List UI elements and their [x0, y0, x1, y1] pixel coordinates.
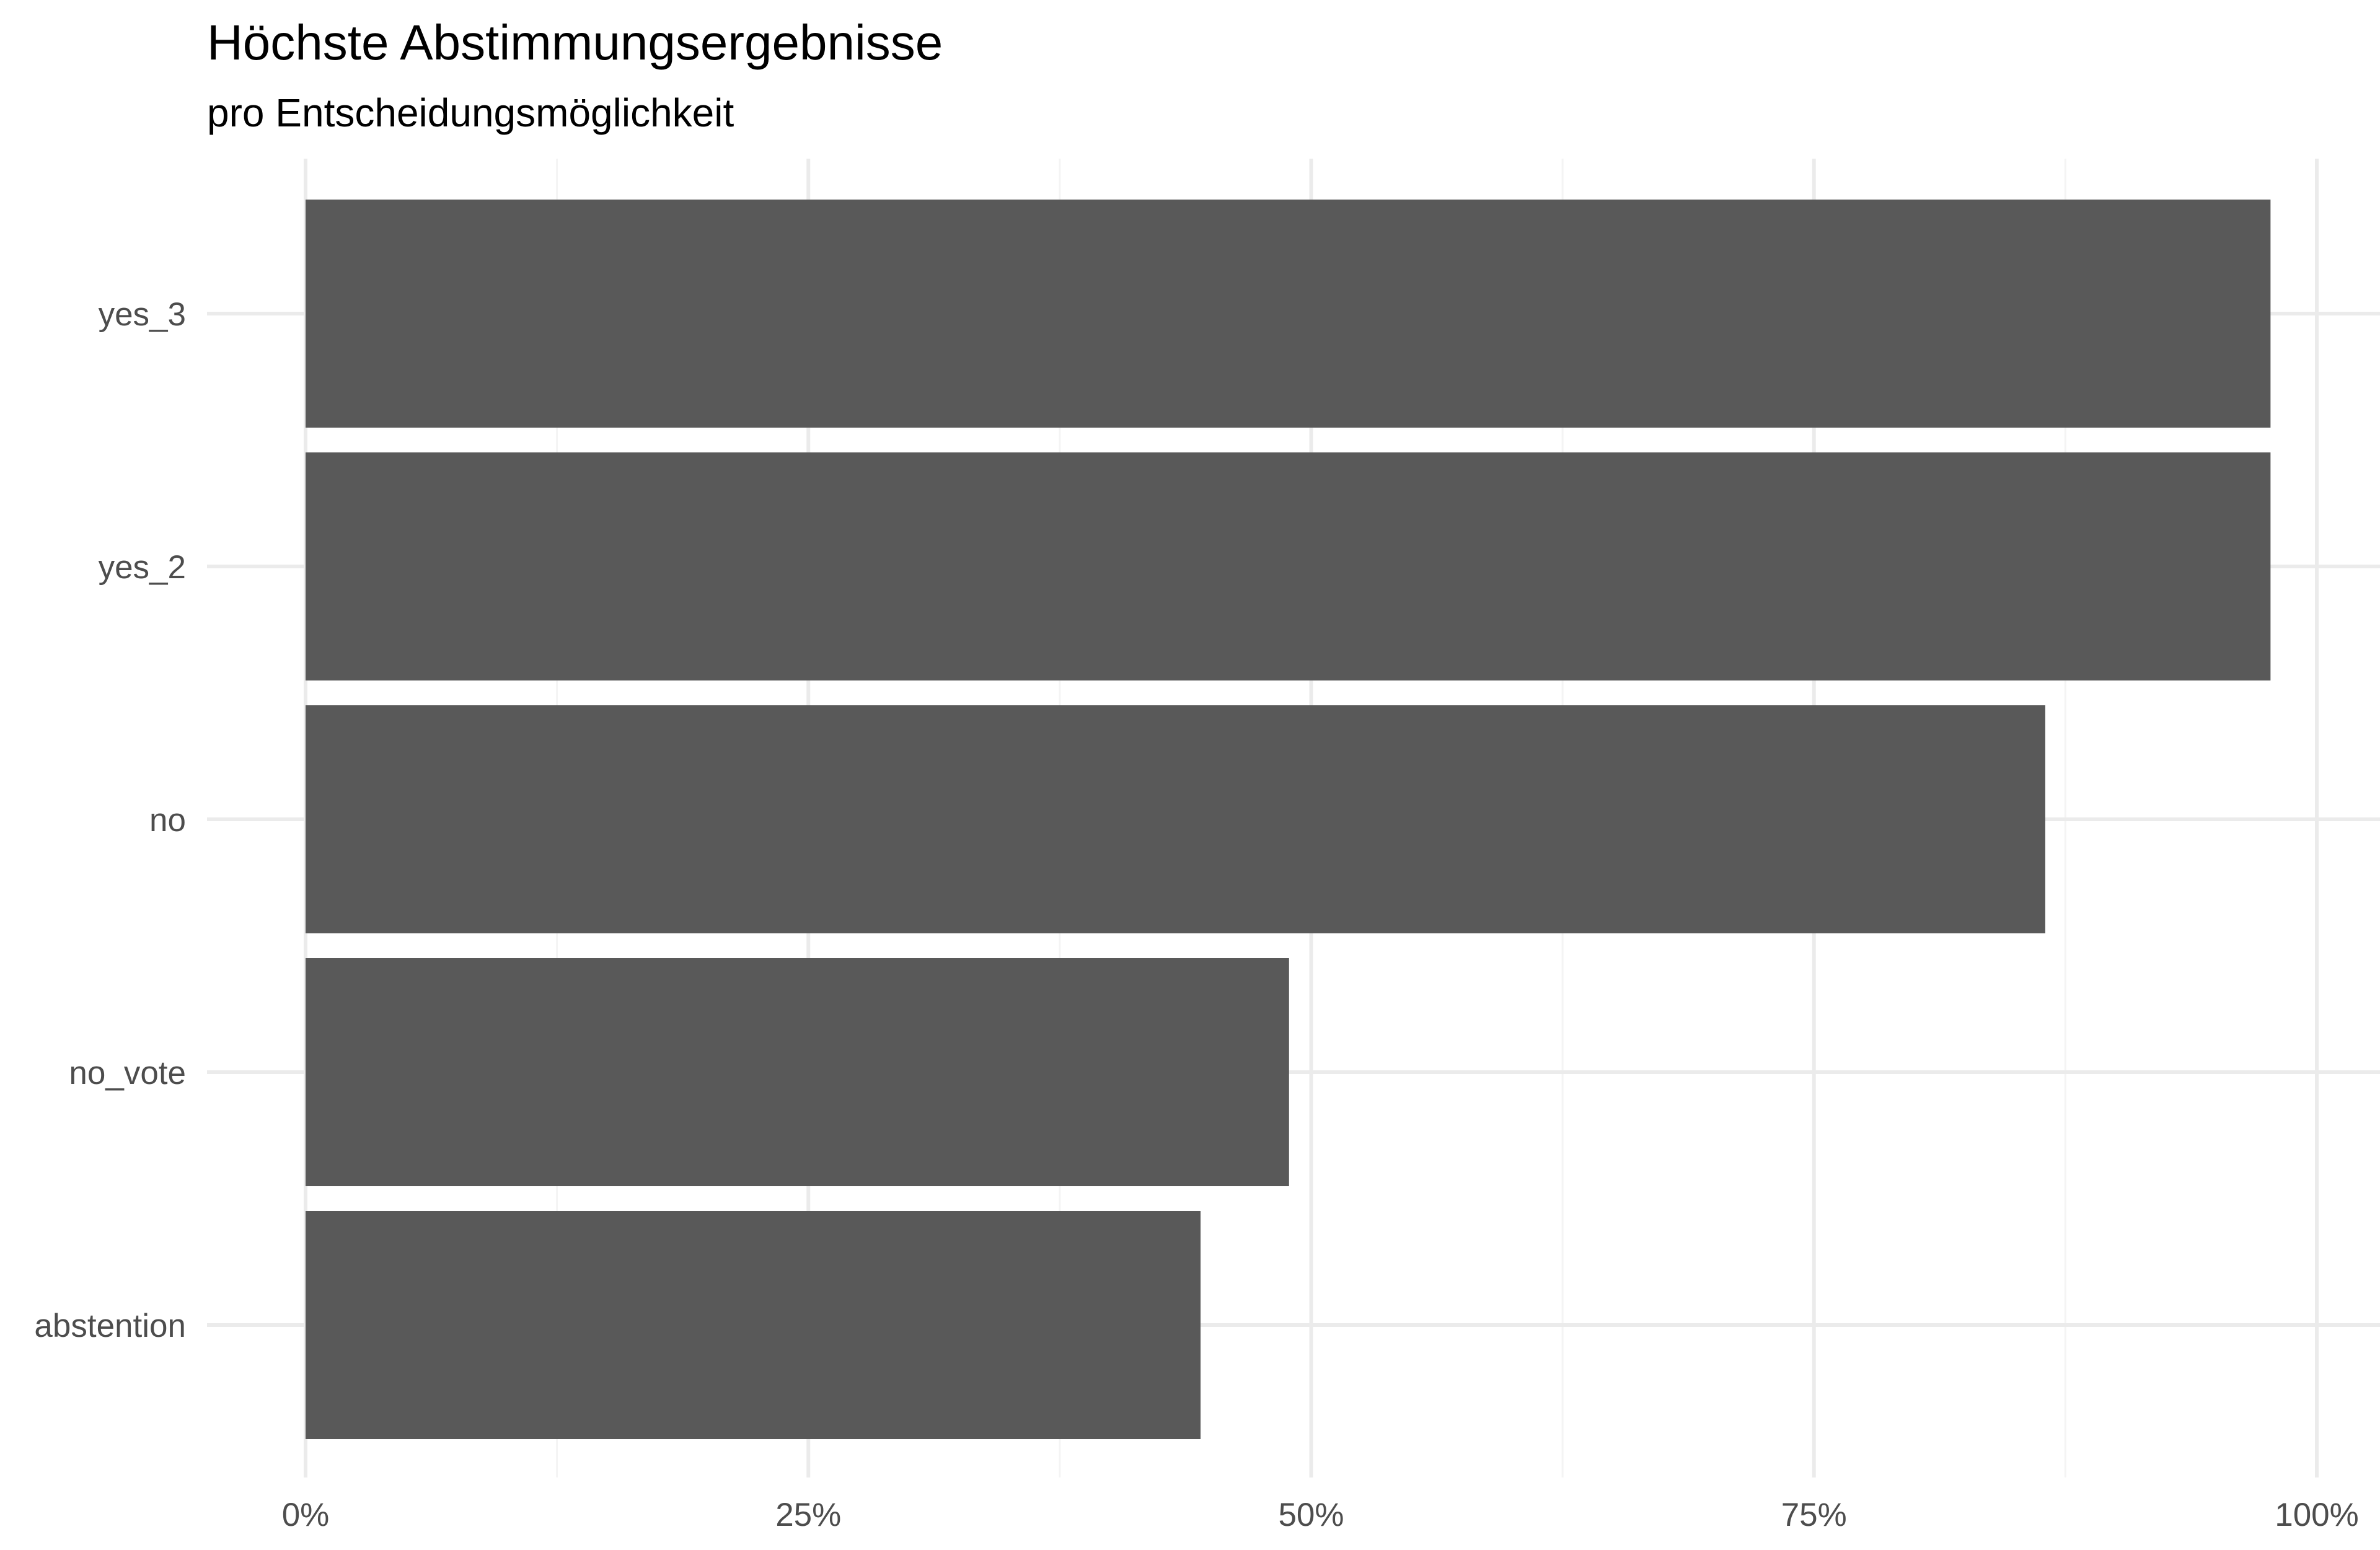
chart-title: Höchste Abstimmungsergebnisse [207, 15, 943, 70]
y-tick-label: yes_2 [99, 549, 186, 586]
x-tick-label: 100% [2275, 1497, 2359, 1533]
y-tick-label: no_vote [69, 1055, 186, 1091]
y-tick-label: no [149, 802, 186, 839]
bar-no_vote [306, 958, 1289, 1186]
y-tick-label: yes_3 [99, 296, 186, 333]
x-tick-label: 50% [1278, 1497, 1344, 1533]
bar-yes_3 [306, 200, 2271, 428]
bars [306, 200, 2271, 1439]
tick-labels: yes_3 yes_2no no_vote abstention 0% 25% 50% 75%… [34, 296, 2358, 1533]
x-tick-label: 25% [775, 1497, 841, 1533]
bar-abstention [306, 1211, 1201, 1439]
x-tick-label: 0% [282, 1497, 330, 1533]
chart-subtitle: pro Entscheidungsmöglichkeit [207, 90, 734, 135]
y-tick-label: abstention [34, 1308, 186, 1344]
x-tick-label: 75% [1781, 1497, 1847, 1533]
bar-yes_2 [306, 452, 2271, 680]
bar-no [306, 705, 2045, 933]
